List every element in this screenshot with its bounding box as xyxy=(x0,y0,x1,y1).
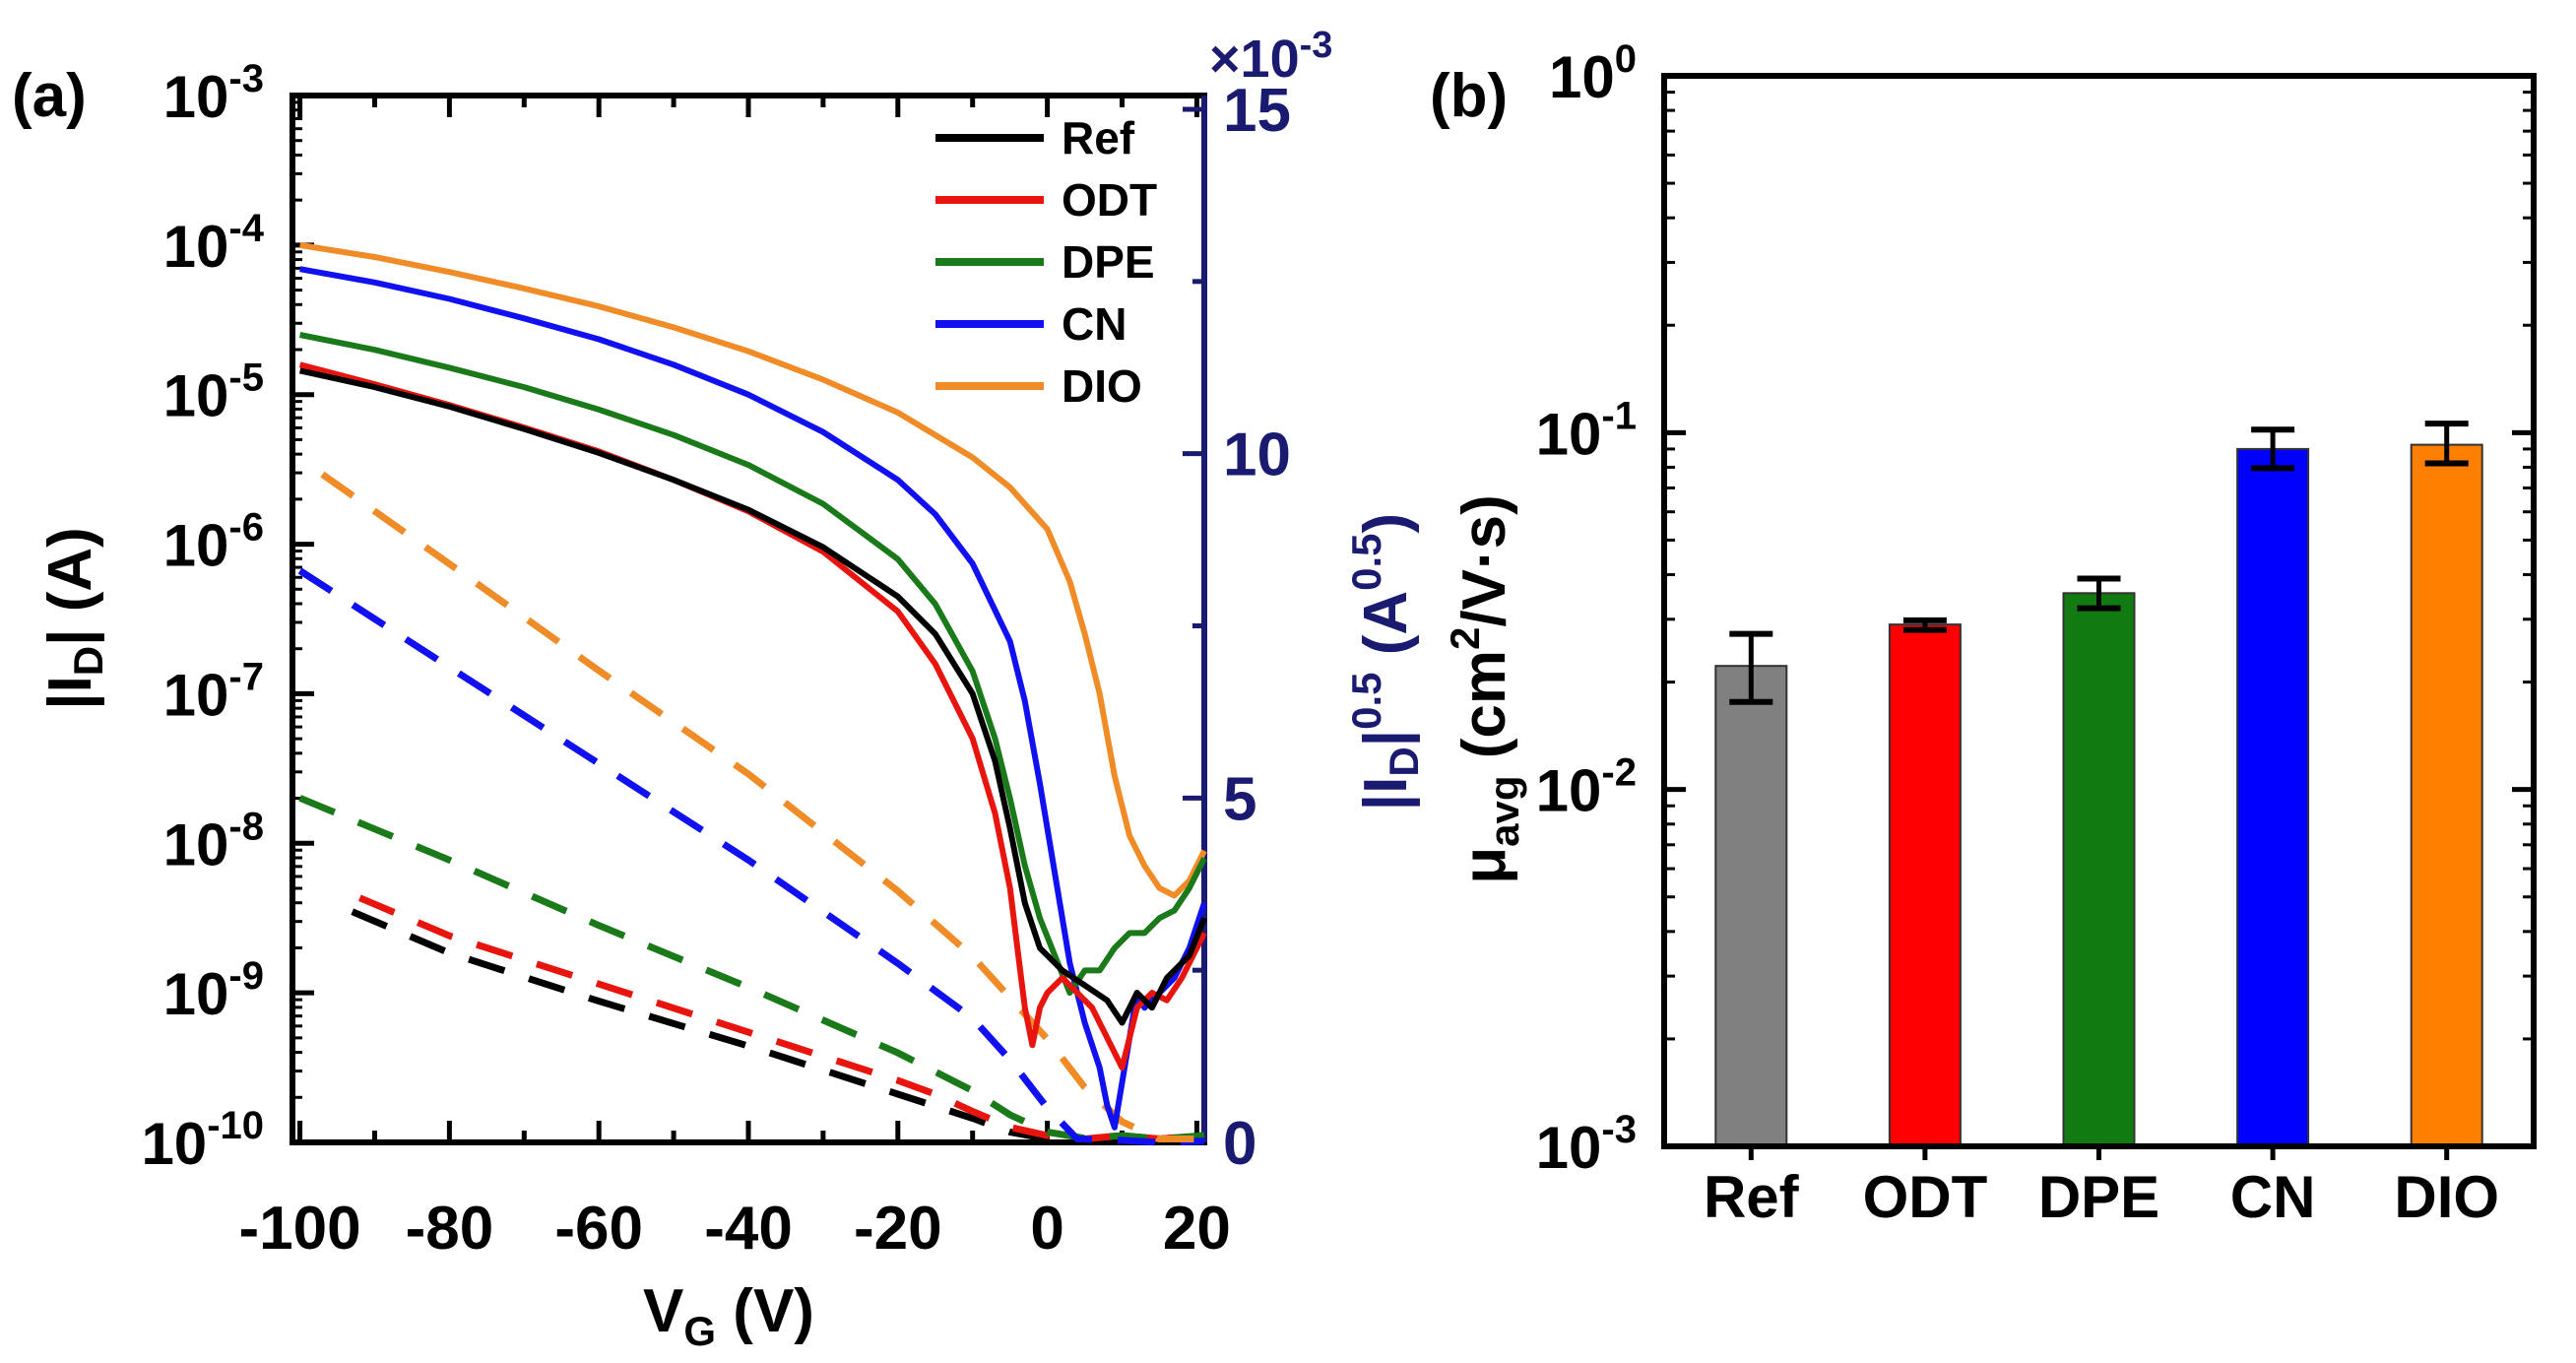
y-tick-label-right: 0 xyxy=(1223,1110,1256,1178)
panel-a-legend: Ref ODT DPE CN DIO xyxy=(935,112,1157,412)
panel-b-bars xyxy=(1714,421,2483,1148)
panel-a-label: (a) xyxy=(12,62,87,130)
x-tick-label: -80 xyxy=(406,1195,494,1263)
y-tick-label-left: 10-4 xyxy=(163,207,265,280)
panel-a-ticks xyxy=(292,93,1204,1145)
x-tick-label: -60 xyxy=(554,1195,643,1263)
bar-cn xyxy=(2236,447,2310,1148)
y-tick-label-left: 10-6 xyxy=(163,506,264,579)
legend-label-ref: Ref xyxy=(1062,112,1135,163)
transfer-curve-dpe xyxy=(299,332,1207,997)
x-tick-label: -40 xyxy=(704,1195,793,1263)
panel-b-label: (b) xyxy=(1430,62,1508,130)
panel-a-y-label-left: |ID| (A) xyxy=(36,527,111,710)
panel-a-x-tick-labels: -100 -80 -60 -40 -20 0 20 xyxy=(239,1195,1231,1263)
panel-a: (a) 10-3 10-4 10-5 10-6 10-7 10-8 10-9 10-10 0 5… xyxy=(12,25,1427,1354)
x-tick-label: -100 xyxy=(239,1195,361,1263)
y-tick-label-right: 10 xyxy=(1223,422,1291,489)
x-tick-label: -20 xyxy=(854,1195,942,1263)
panel-a-left-tick-labels: 10-3 10-4 10-5 10-6 10-7 10-8 10-9 10-10 xyxy=(141,57,264,1177)
x-tick-label-cn: CN xyxy=(2230,1164,2316,1230)
bar-ref xyxy=(1714,665,1788,1147)
y-tick-label: 10-1 xyxy=(1536,394,1637,467)
x-tick-label-dpe: DPE xyxy=(2038,1164,2159,1230)
transfer-curve-ref xyxy=(298,367,1207,1026)
legend-label-odt: ODT xyxy=(1062,174,1157,226)
y-tick-label: 100 xyxy=(1549,37,1637,110)
panel-a-y-label-right: |ID|0.5 (A0.5) xyxy=(1343,513,1427,811)
y-tick-label: 10-3 xyxy=(1536,1108,1637,1181)
y-tick-label: 10-2 xyxy=(1536,751,1637,824)
y-tick-label-right: 15 xyxy=(1223,77,1291,145)
panel-b-y-tick-labels: 100 10-1 10-2 10-3 xyxy=(1536,37,1637,1181)
transfer-curve-dio xyxy=(299,241,1207,899)
sqrt-curve-dpe xyxy=(298,795,1205,1143)
x-tick-label: 0 xyxy=(1030,1195,1063,1263)
legend-label-dpe: DPE xyxy=(1062,236,1155,288)
x-tick-label-ref: Ref xyxy=(1704,1164,1800,1230)
y-tick-label-left: 10-9 xyxy=(163,954,264,1027)
panel-b-x-tick-labels: Ref ODT DPE CN DIO xyxy=(1704,1164,2499,1230)
panel-a-x-label: VG (V) xyxy=(643,1277,814,1354)
bar-odt xyxy=(1888,623,1962,1147)
x-tick-label: 20 xyxy=(1163,1195,1231,1263)
y-tick-label-left: 10-5 xyxy=(163,357,264,429)
panel-a-right-tick-labels: 0 5 10 15 xyxy=(1223,77,1291,1178)
bar-dio xyxy=(2410,443,2483,1147)
y-tick-label-left: 10-8 xyxy=(163,805,264,877)
panel-b-y-label: μavg (cm2/V·s) xyxy=(1442,494,1527,884)
bar-dpe xyxy=(2062,592,2136,1147)
panel-b: (b) 100 10-1 10-2 10-3 Ref ODT DPE CN DIO μavg … xyxy=(1430,37,2537,1230)
y-tick-label-right: 5 xyxy=(1223,765,1256,833)
sqrt-curve-cn xyxy=(297,567,1205,1146)
panel-a-series xyxy=(297,241,1207,1146)
legend-label-dio: DIO xyxy=(1062,360,1142,412)
sqrt-curve-dio xyxy=(320,471,1204,1142)
panel-b-frame xyxy=(1661,73,2537,1149)
x-tick-label-dio: DIO xyxy=(2394,1164,2499,1230)
y-tick-label-left: 10-7 xyxy=(163,655,264,728)
y-tick-label-left: 10-10 xyxy=(141,1104,264,1177)
legend-label-cn: CN xyxy=(1062,298,1127,350)
sqrt-curve-odt xyxy=(357,894,1205,1143)
x-tick-label-odt: ODT xyxy=(1863,1164,1988,1230)
right-axis-multiplier: ×10-3 xyxy=(1209,25,1332,89)
y-tick-label-left: 10-3 xyxy=(163,57,264,130)
